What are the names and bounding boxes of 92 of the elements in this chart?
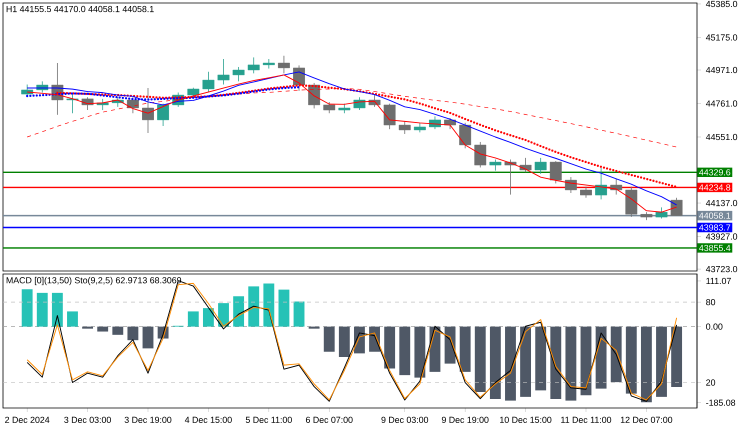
y2-tick-label: 80: [706, 299, 716, 306]
candlestick: [398, 120, 411, 134]
x-tick-label: 12 Dec 07:00: [620, 416, 672, 423]
candlestick: [489, 159, 502, 172]
bar: [596, 326, 607, 389]
y-tick-label: 44137.0: [706, 200, 738, 206]
candlestick: [248, 57, 260, 74]
bar: [430, 326, 440, 372]
bar: [550, 326, 562, 399]
bar: [444, 326, 456, 364]
x-tick-label: 4 Dec 15:00: [184, 416, 232, 423]
y-tick-label: 45385.0: [706, 0, 738, 8]
x-tick-label: 3 Dec 03:00: [64, 416, 111, 423]
candlestick: [564, 176, 577, 194]
ref-line-label: 43855.4: [699, 244, 730, 252]
bar: [233, 296, 244, 327]
bar: [294, 302, 304, 327]
bar: [505, 326, 516, 401]
bar: [565, 326, 576, 401]
bar: [626, 326, 637, 394]
candlestick: [414, 122, 426, 133]
candlestick: [157, 103, 170, 126]
bar: [414, 326, 426, 378]
bar: [384, 326, 396, 369]
bar: [535, 326, 546, 390]
candlestick: [459, 122, 472, 149]
bar: [142, 326, 154, 348]
y-tick-label: 43927.0: [706, 233, 738, 240]
bar: [127, 326, 138, 340]
bar: [490, 326, 501, 399]
x-tick-label: 6 Dec 07:00: [306, 416, 353, 423]
y-tick-label: 0.00: [706, 323, 723, 330]
candlestick: [323, 102, 336, 114]
y-tick-label: 45175.0: [706, 34, 738, 41]
bar: [278, 290, 290, 327]
bar: [112, 326, 124, 335]
x-tick-label: 3 Dec 19:00: [124, 416, 172, 423]
x-tick-label: 5 Dec 11:00: [246, 416, 292, 423]
candlestick: [126, 96, 139, 114]
x-tick-label: 2 Dec 2024: [5, 416, 50, 423]
candlestick: [670, 197, 683, 216]
candlestick: [262, 58, 275, 69]
bar: [460, 326, 471, 372]
bar: [36, 292, 48, 327]
y-tick-label: 43723.0: [706, 266, 738, 272]
x-tick-label: 11 Dec 11:00: [561, 416, 612, 423]
bar: [640, 326, 652, 402]
bar: [474, 326, 486, 392]
candlestick: [338, 103, 350, 114]
candlestick: [610, 178, 622, 195]
y-tick-label: -185.08: [706, 400, 736, 406]
y-tick-label: 44761.0: [706, 100, 738, 107]
bar: [324, 326, 335, 352]
candlestick: [202, 71, 214, 93]
ref-line-label: 44234.8: [699, 184, 730, 191]
bar: [399, 326, 410, 376]
y2-tick-label: 20: [706, 379, 716, 386]
candlestick: [595, 168, 608, 200]
candlestick: [656, 206, 668, 219]
bar: [22, 289, 33, 327]
bar: [580, 326, 592, 396]
candlestick: [142, 88, 154, 134]
candlestick: [534, 158, 547, 174]
candlestick: [580, 186, 592, 198]
x-tick-label: 10 Dec 15:00: [500, 416, 552, 423]
bar: [188, 311, 199, 327]
candlestick: [474, 142, 486, 168]
ref-line-label: 44329.6: [699, 169, 730, 176]
candlestick: [218, 58, 230, 85]
bar: [263, 283, 274, 327]
candlestick: [278, 55, 290, 74]
bar: [338, 326, 350, 358]
y-tick-label: 44971.0: [706, 66, 738, 74]
candlestick: [232, 66, 245, 82]
chart-title: H1 44155.5 44170.0 44058.1 44058.1: [6, 6, 154, 12]
y-tick-label: 44551.0: [706, 134, 738, 140]
bar: [202, 308, 214, 327]
bar: [97, 326, 108, 332]
bar: [671, 326, 682, 388]
candlestick: [550, 160, 562, 184]
x-tick-label: 9 Dec 03:00: [381, 416, 428, 423]
ref-line-label: 44058.1: [699, 212, 730, 219]
ref-line-label: 43983.7: [699, 224, 730, 231]
candlestick: [384, 103, 396, 130]
chart-title: MACD [0](13,50) Sto(9,2,5) 62.9713 68.3069: [6, 276, 182, 286]
x-tick-label: 9 Dec 19:00: [442, 416, 489, 423]
y-tick-label: 111.07: [706, 278, 731, 284]
bar: [52, 292, 63, 327]
bar: [656, 326, 667, 397]
bar: [67, 311, 78, 327]
bar: [520, 326, 532, 397]
bar: [248, 286, 260, 327]
